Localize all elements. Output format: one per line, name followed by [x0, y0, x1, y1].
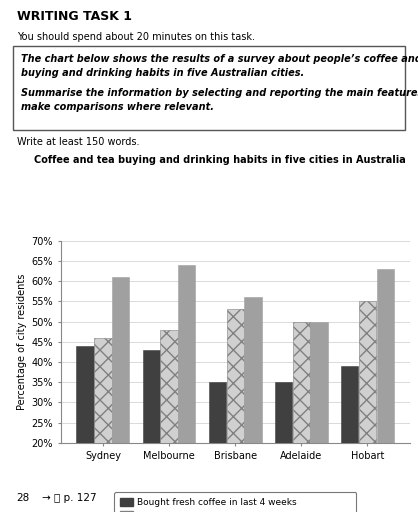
Bar — [112, 277, 129, 512]
Bar — [143, 350, 160, 512]
Bar — [377, 269, 394, 512]
Bar — [293, 322, 310, 512]
Text: You should spend about 20 minutes on this task.: You should spend about 20 minutes on thi… — [17, 32, 255, 42]
Bar — [311, 322, 328, 512]
Bar — [245, 297, 262, 512]
Bar — [275, 382, 292, 512]
Bar — [359, 301, 376, 512]
Text: Write at least 150 words.: Write at least 150 words. — [17, 137, 139, 147]
Y-axis label: Percentage of city residents: Percentage of city residents — [17, 273, 27, 410]
Text: The chart below shows the results of a survey about people’s coffee and tea: The chart below shows the results of a s… — [21, 54, 418, 64]
Text: buying and drinking habits in five Australian cities.: buying and drinking habits in five Austr… — [21, 68, 304, 78]
Text: Summarise the information by selecting and reporting the main features, and: Summarise the information by selecting a… — [21, 88, 418, 98]
Bar — [76, 346, 94, 512]
Legend: Bought fresh coffee in last 4 weeks, Bought instant coffee in last 4 weeks, Went: Bought fresh coffee in last 4 weeks, Bou… — [114, 492, 356, 512]
Bar — [227, 309, 244, 512]
Text: make comparisons where relevant.: make comparisons where relevant. — [21, 102, 214, 112]
Bar — [178, 265, 196, 512]
Text: Coffee and tea buying and drinking habits in five cities in Australia: Coffee and tea buying and drinking habit… — [34, 155, 405, 165]
Text: 28: 28 — [17, 493, 30, 503]
Text: → Ⓐ p. 127: → Ⓐ p. 127 — [42, 493, 97, 503]
Bar — [209, 382, 226, 512]
Bar — [341, 366, 358, 512]
Text: WRITING TASK 1: WRITING TASK 1 — [17, 10, 132, 23]
Bar — [161, 330, 178, 512]
Bar — [94, 338, 112, 512]
